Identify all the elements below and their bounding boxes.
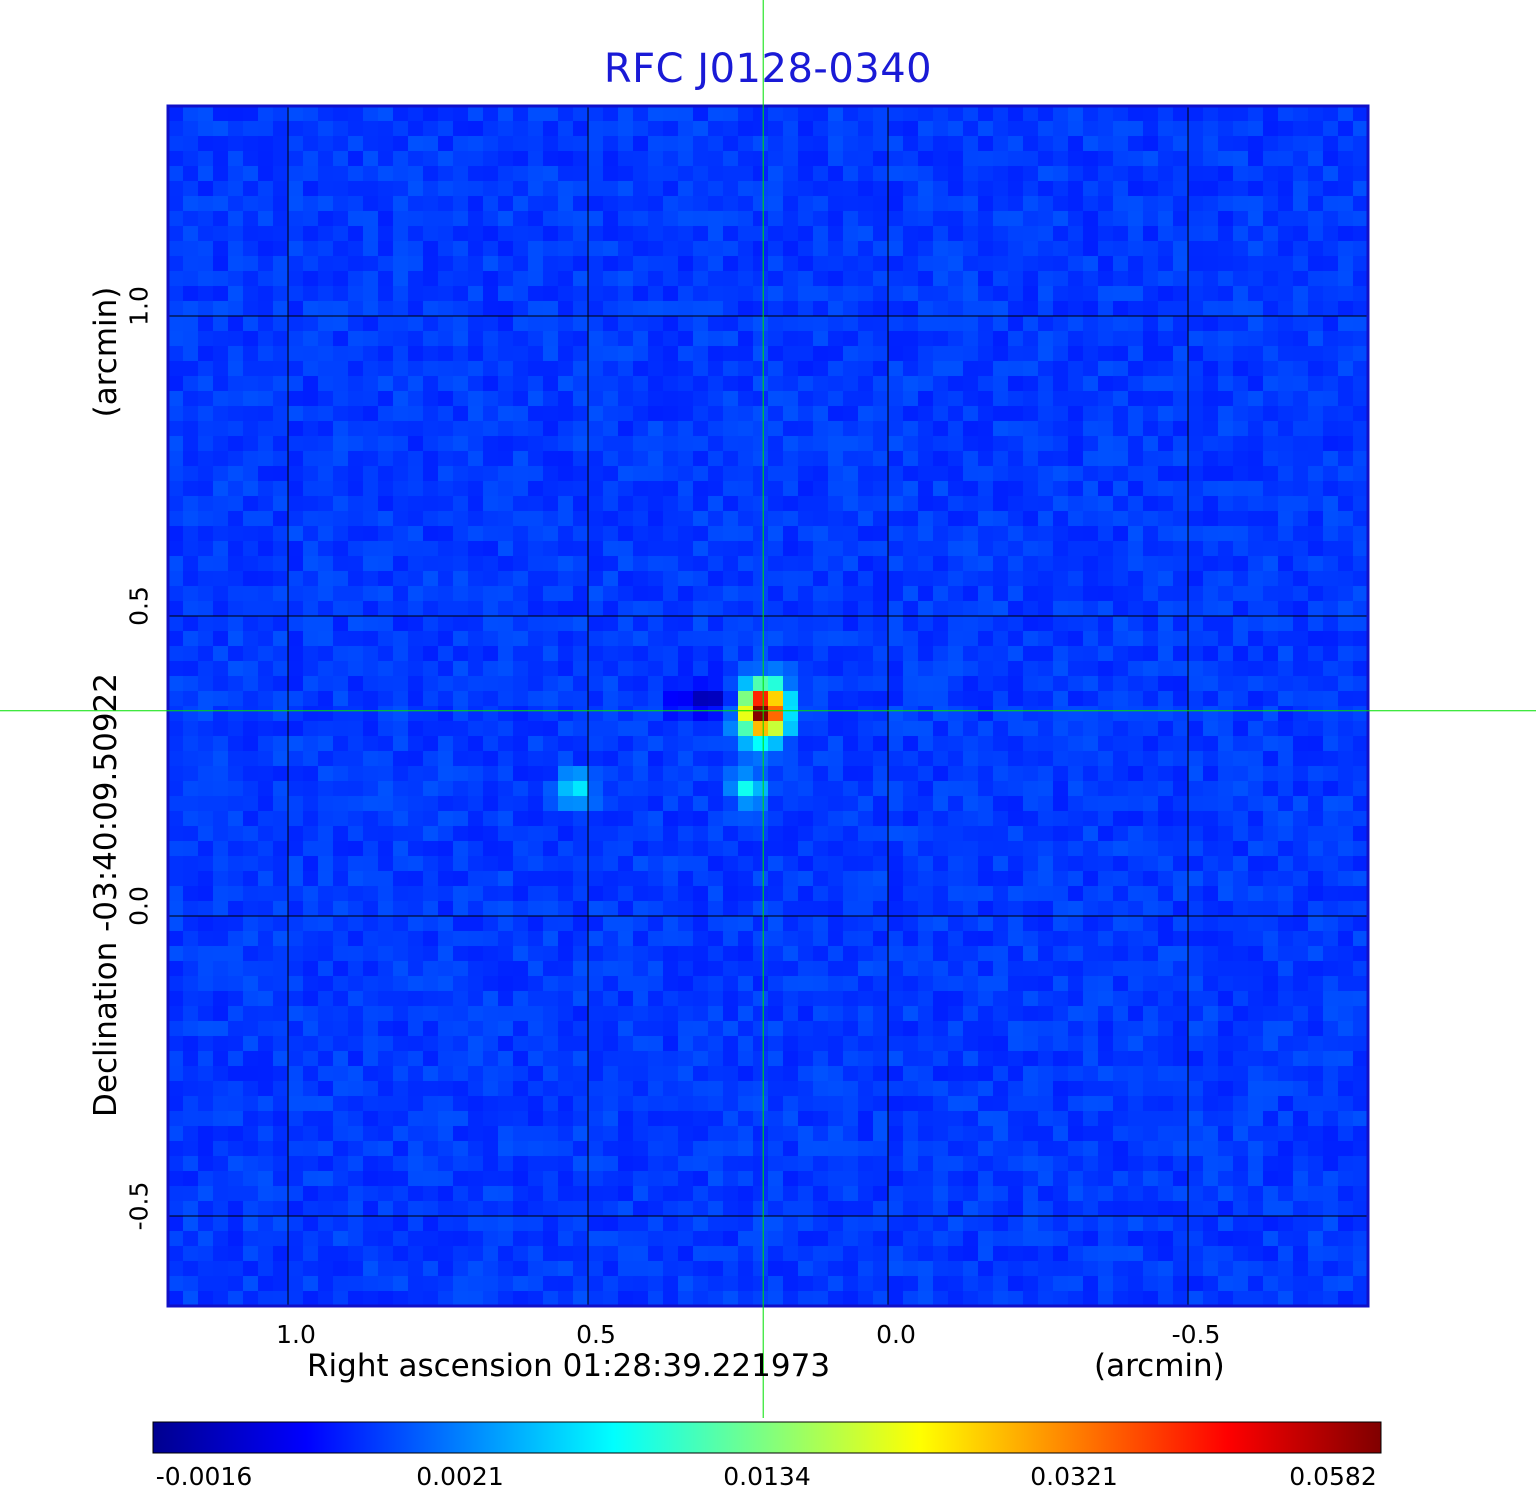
- x-axis-unit: (arcmin): [1094, 1348, 1225, 1384]
- plot-frame: [166, 104, 1370, 1308]
- x-tick-label: -0.5: [1171, 1320, 1221, 1349]
- x-tick-label: 1.0: [276, 1320, 316, 1349]
- colorbar-tick-label: 0.0582: [1289, 1462, 1377, 1491]
- x-tick-label: 0.5: [576, 1320, 616, 1349]
- colorbar: [152, 1421, 1382, 1454]
- colorbar-tick-label: 0.0134: [723, 1462, 811, 1491]
- colorbar-tick-label: -0.0016: [155, 1462, 253, 1491]
- x-axis-label: Right ascension 01:28:39.221973: [307, 1348, 831, 1384]
- x-tick-label: 0.0: [876, 1320, 916, 1349]
- colorbar-tick-label: 0.0321: [1030, 1462, 1118, 1491]
- chart-title: RFC J0128-0340: [603, 46, 933, 92]
- colorbar-tick-label: 0.0021: [416, 1462, 504, 1491]
